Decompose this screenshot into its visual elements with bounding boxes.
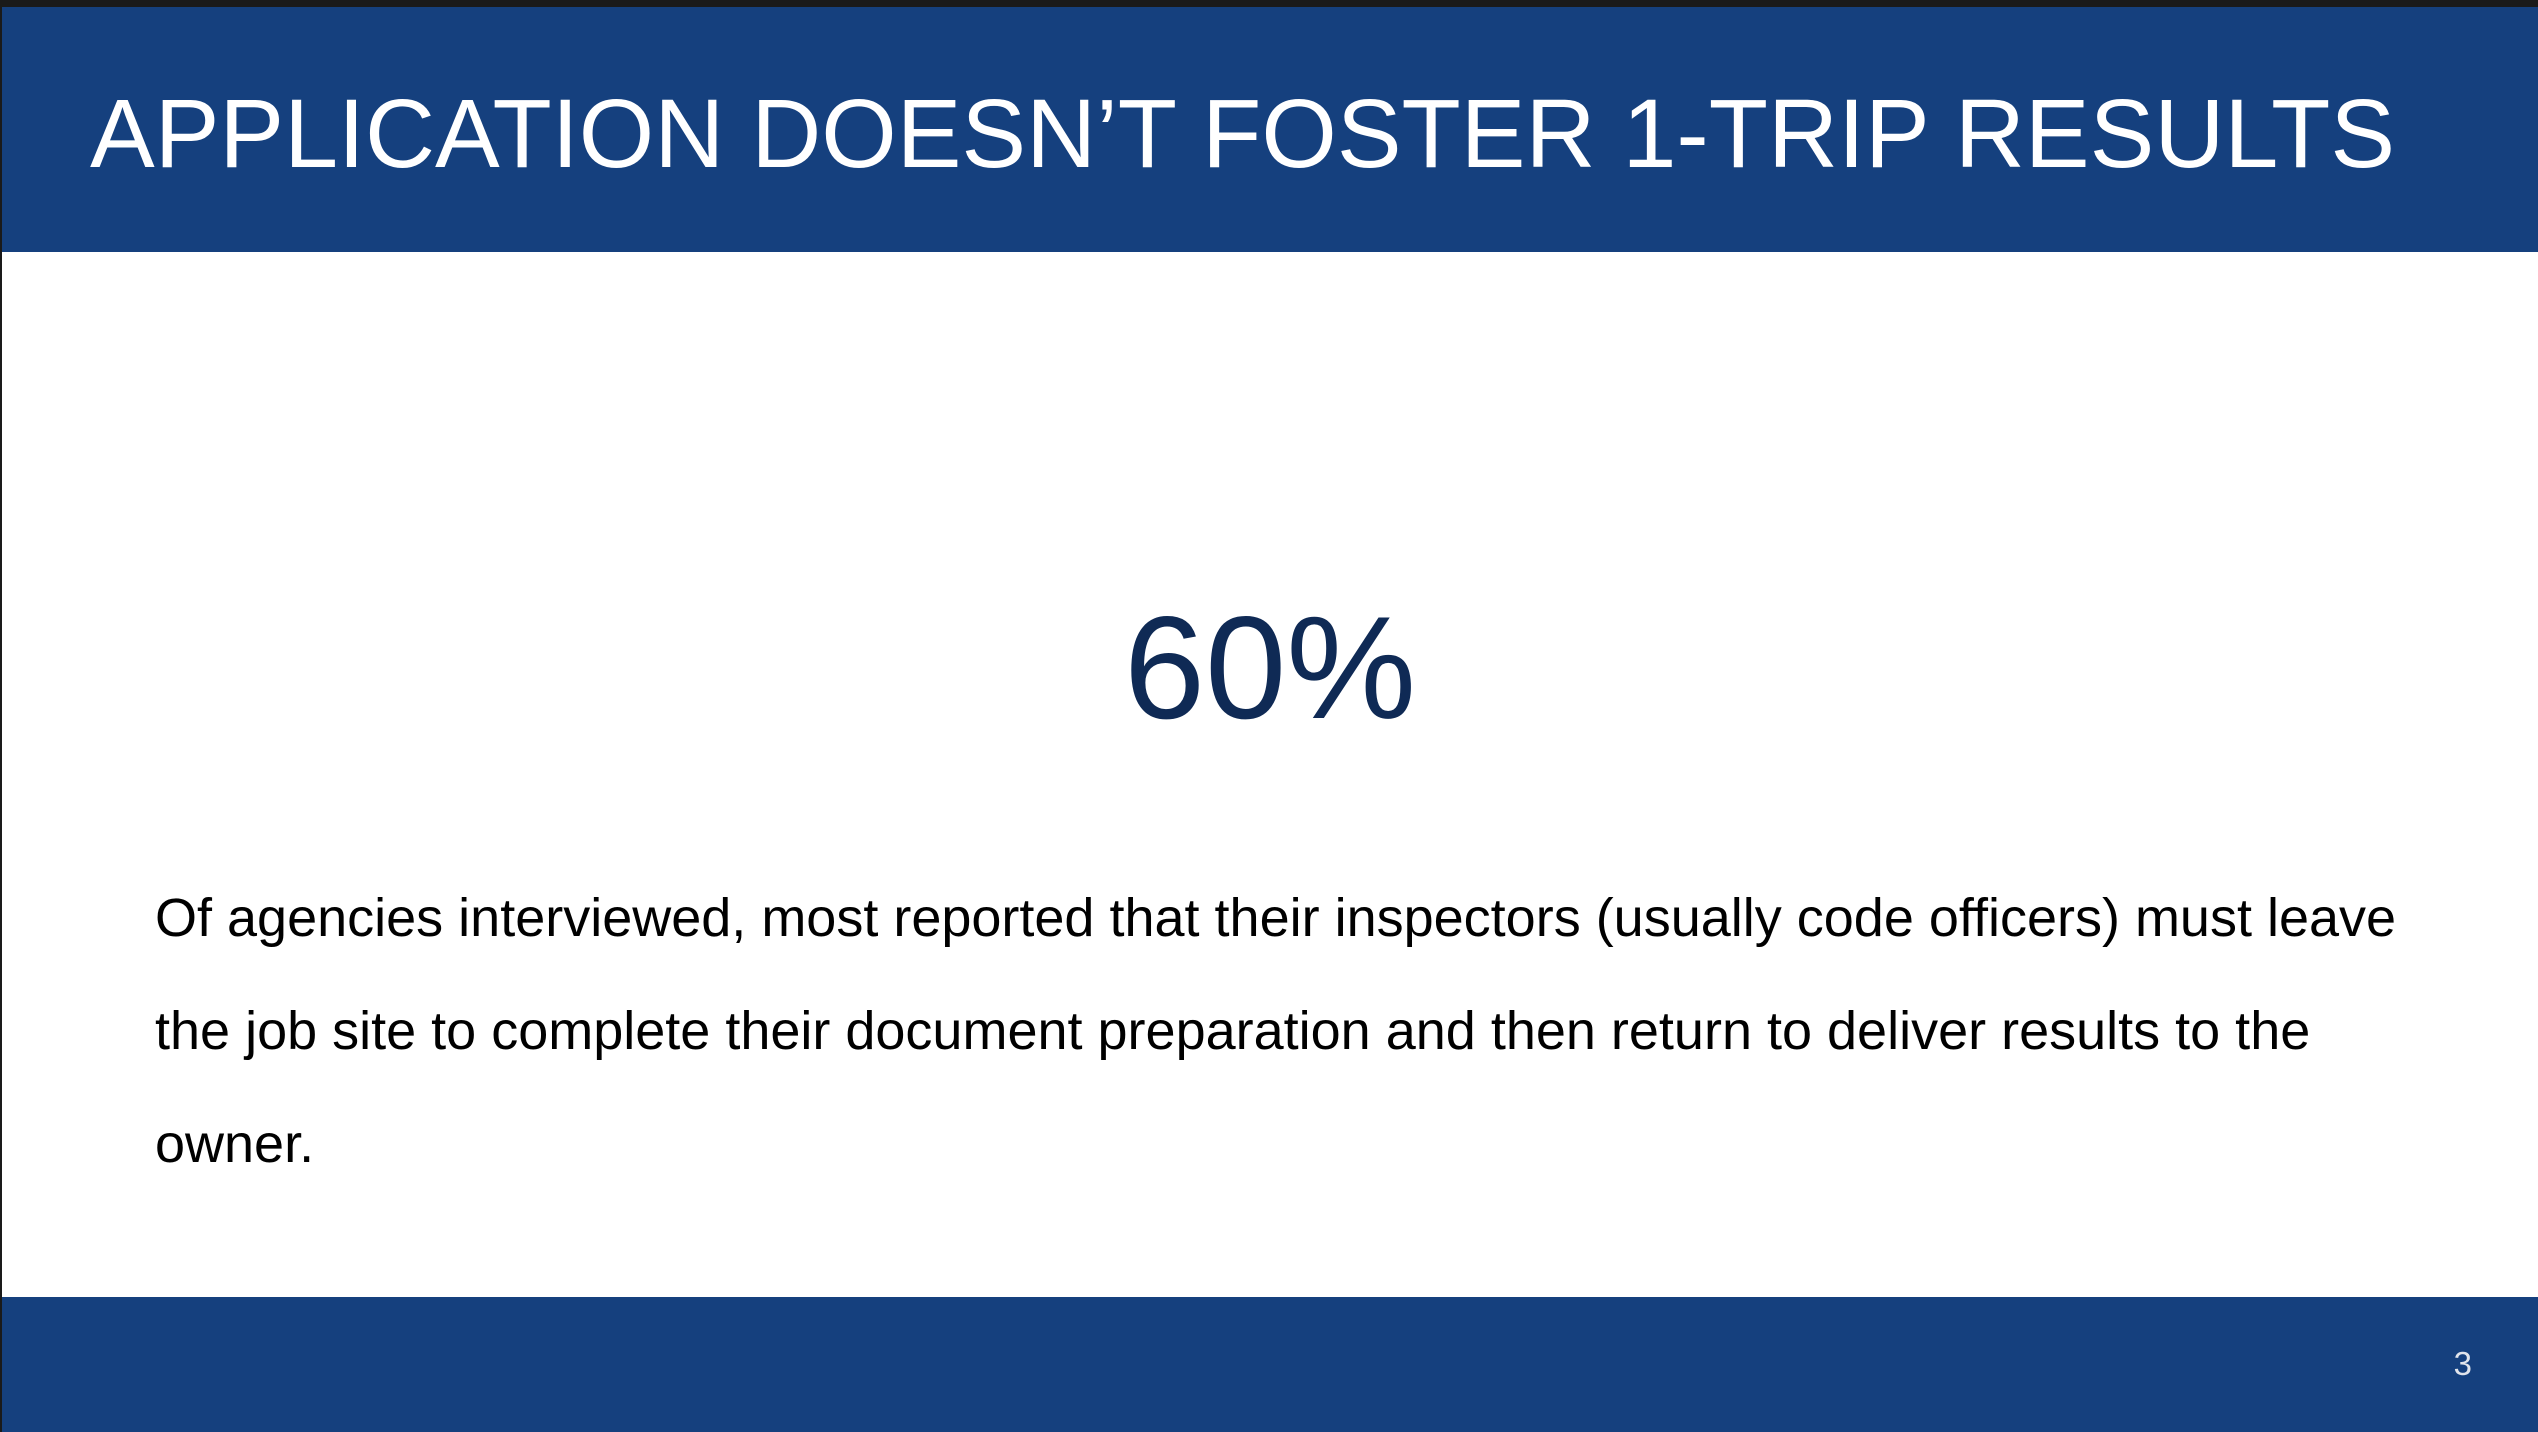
slide-footer: 3 <box>2 1297 2538 1432</box>
slide-header: APPLICATION DOESN’T FOSTER 1-TRIP RESULT… <box>2 7 2538 252</box>
body-text: Of agencies interviewed, most reported t… <box>155 888 2397 1174</box>
page-number: 3 <box>2453 1345 2472 1382</box>
slide: APPLICATION DOESN’T FOSTER 1-TRIP RESULT… <box>2 7 2538 1432</box>
stat-figure: 60% <box>1123 586 1417 749</box>
slide-title: APPLICATION DOESN’T FOSTER 1-TRIP RESULT… <box>90 79 2396 188</box>
